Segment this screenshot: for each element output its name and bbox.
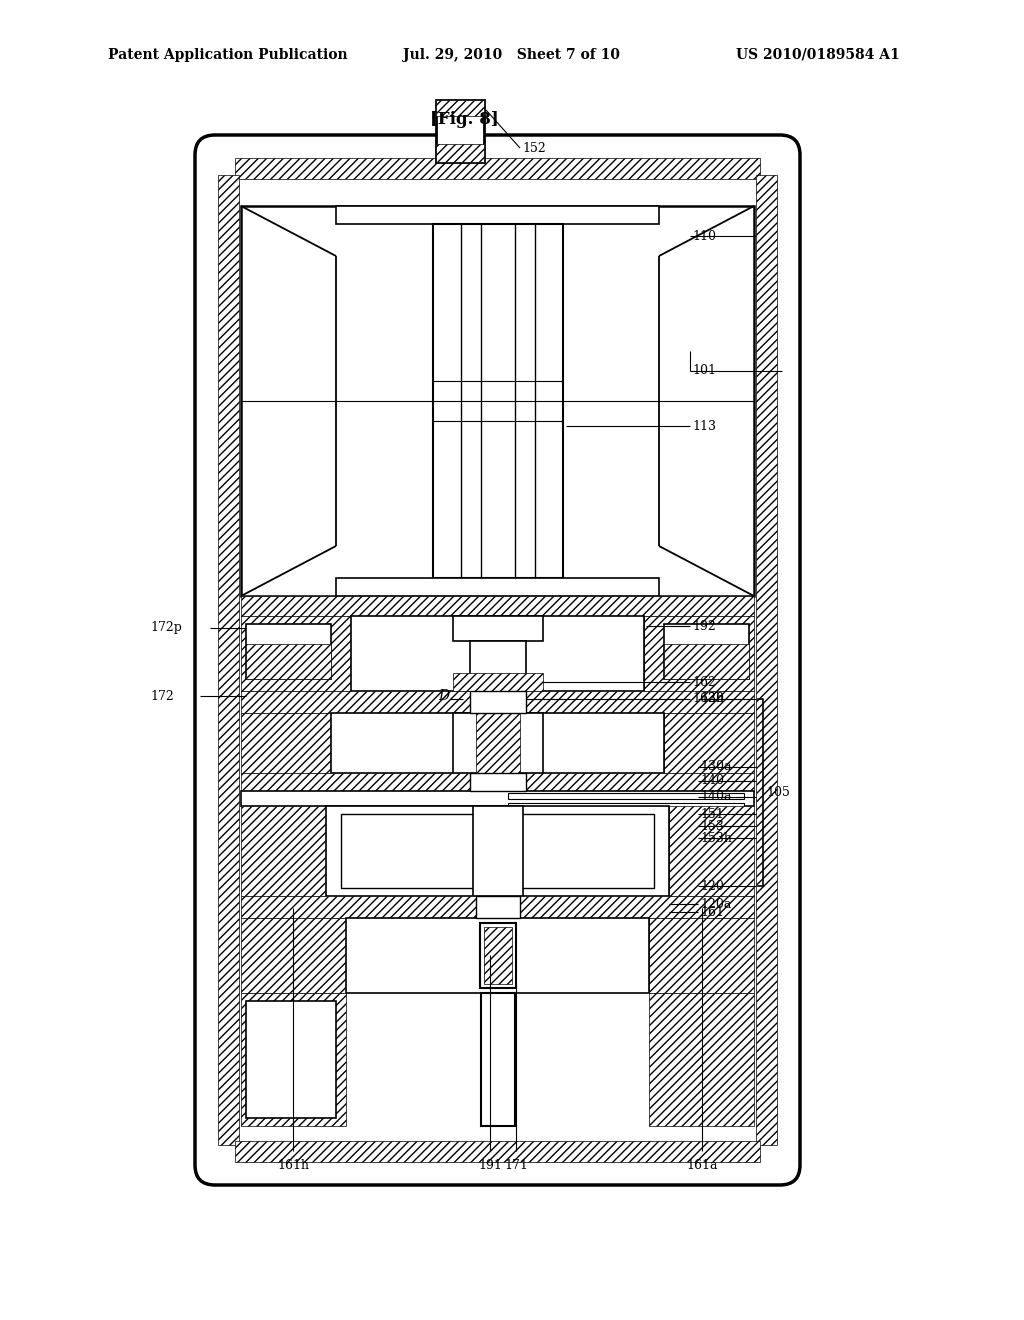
Text: 161h: 161h (278, 1159, 309, 1172)
Text: 191: 191 (478, 1159, 502, 1172)
Text: 120a: 120a (700, 898, 731, 911)
Text: 162: 162 (692, 676, 716, 689)
Bar (241, 713, 331, 774)
Text: D: D (438, 689, 450, 704)
Bar (234, 158, 760, 180)
Bar (436, 100, 484, 116)
Text: 153: 153 (700, 820, 724, 833)
Text: 140: 140 (700, 775, 724, 788)
Bar (649, 917, 754, 993)
Bar (756, 176, 777, 1144)
Text: 110: 110 (692, 230, 716, 243)
Bar (326, 807, 669, 896)
Bar (234, 1140, 760, 1162)
Bar (336, 578, 659, 597)
Text: 172p: 172p (150, 622, 182, 635)
Bar (470, 690, 526, 713)
Text: Jul. 29, 2010   Sheet 7 of 10: Jul. 29, 2010 Sheet 7 of 10 (403, 48, 621, 62)
Bar (664, 624, 749, 678)
Bar (246, 624, 331, 678)
Bar (331, 713, 664, 774)
Bar (664, 713, 754, 774)
Bar (484, 927, 512, 983)
Bar (218, 176, 239, 1144)
Bar (241, 774, 754, 791)
Bar (508, 833, 744, 840)
Bar (481, 993, 515, 1126)
Bar (470, 774, 526, 791)
Bar (341, 814, 654, 888)
Text: 151: 151 (700, 808, 724, 821)
Bar (241, 597, 754, 616)
Text: 120: 120 (700, 879, 724, 892)
Bar (453, 616, 543, 642)
Text: 140a: 140a (700, 791, 731, 804)
Bar (336, 206, 659, 224)
Text: 152: 152 (522, 141, 546, 154)
Text: 153h: 153h (700, 832, 732, 845)
Bar (241, 690, 754, 713)
Bar (664, 644, 749, 678)
Bar (453, 713, 543, 774)
Bar (241, 993, 346, 1126)
Text: US 2010/0189584 A1: US 2010/0189584 A1 (736, 48, 900, 62)
Bar (649, 993, 754, 1126)
Bar (436, 144, 484, 162)
FancyBboxPatch shape (195, 135, 800, 1185)
Bar (241, 616, 351, 690)
Text: 101: 101 (692, 364, 716, 378)
Bar (476, 713, 520, 774)
Bar (246, 644, 331, 678)
Bar (241, 917, 346, 993)
Bar (473, 807, 523, 896)
Bar (241, 896, 754, 917)
Text: [Fig. 8]: [Fig. 8] (430, 111, 499, 128)
Bar (246, 1001, 336, 1118)
Bar (669, 807, 754, 896)
Text: 113: 113 (692, 420, 716, 433)
Text: 161: 161 (700, 906, 724, 919)
Bar (508, 803, 744, 809)
Bar (470, 642, 526, 690)
Text: 172: 172 (150, 689, 174, 702)
Bar (351, 616, 644, 690)
Bar (508, 822, 744, 829)
Bar (433, 224, 563, 578)
Text: 161a: 161a (686, 1159, 718, 1172)
Text: 162h: 162h (692, 693, 724, 705)
Bar (644, 616, 754, 690)
Bar (508, 793, 744, 799)
Bar (480, 923, 516, 987)
Text: Patent Application Publication: Patent Application Publication (108, 48, 347, 62)
Bar (346, 917, 649, 993)
Bar (508, 813, 744, 818)
Text: 130: 130 (700, 693, 724, 705)
Text: 192: 192 (692, 619, 716, 632)
Bar (241, 807, 326, 896)
Bar (453, 673, 543, 690)
Text: 130a: 130a (700, 760, 731, 774)
Bar (241, 206, 754, 597)
Bar (241, 791, 754, 807)
Text: 105: 105 (766, 785, 790, 799)
Text: 171: 171 (504, 1159, 528, 1172)
Bar (476, 896, 520, 917)
Bar (436, 100, 484, 162)
